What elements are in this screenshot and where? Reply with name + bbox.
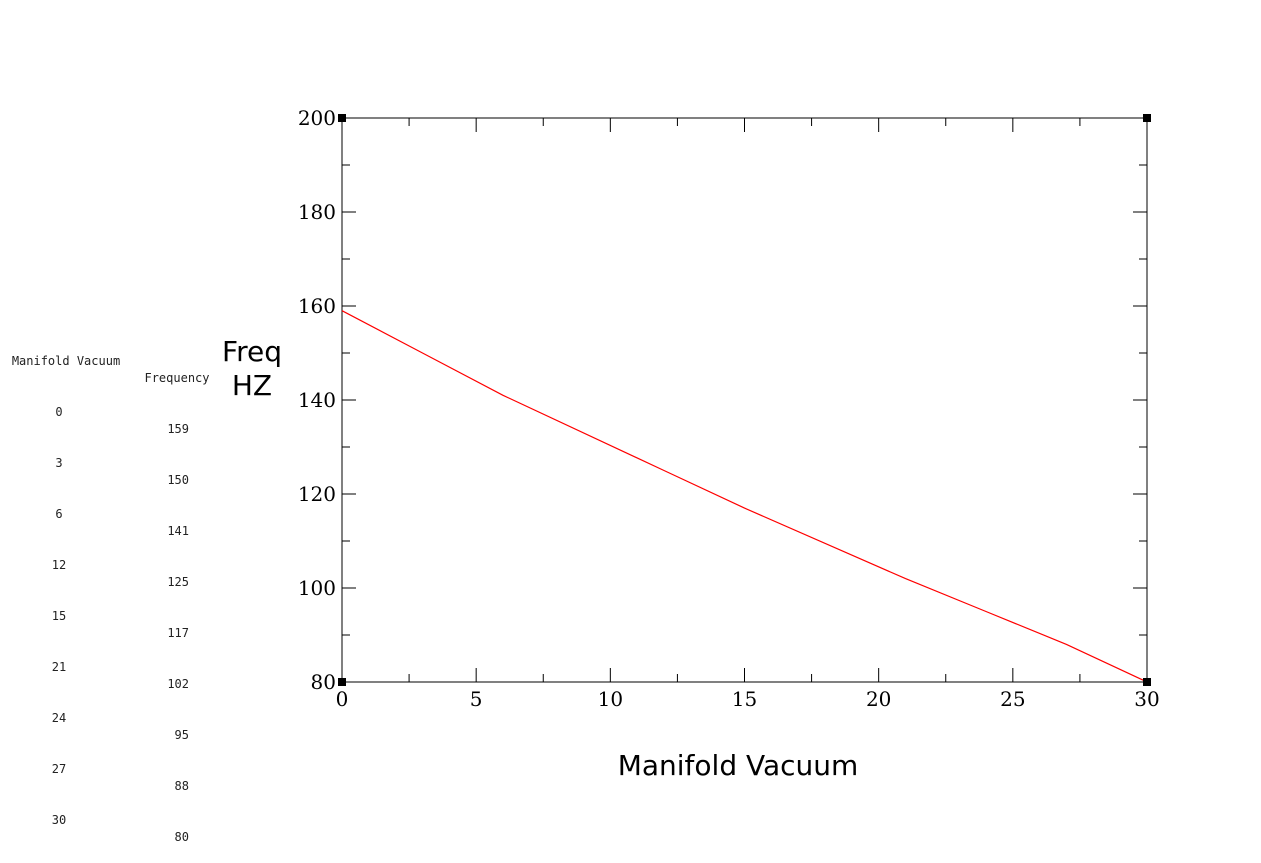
corner-marker [1143, 114, 1151, 122]
table-row: 6 141 [7, 489, 227, 538]
table-row: 27 88 [7, 744, 227, 793]
y-tick-label: 180 [298, 200, 336, 224]
table-row: 0 159 [7, 387, 227, 436]
table-cell-vacuum: 0 [55, 405, 63, 419]
y-tick-label: 100 [298, 576, 336, 600]
chart-series [341, 310, 1148, 683]
table-row: 21 102 [7, 642, 227, 691]
chart-corner-markers [338, 114, 1151, 686]
y-axis-title-line1: Freq [222, 335, 282, 368]
table-cell-vacuum: 27 [51, 762, 67, 776]
table-cell-vacuum: 21 [51, 660, 67, 674]
chart-axes [341, 117, 1148, 683]
corner-marker [338, 678, 346, 686]
table-header-row: Manifold Vacuum Frequency [7, 336, 227, 385]
plot-frame [341, 117, 1148, 683]
table-cell-frequency: 125 [167, 575, 189, 589]
table-cell-vacuum: 3 [55, 456, 63, 470]
table-cell-vacuum: 24 [51, 711, 67, 725]
chart-ticks [341, 117, 1148, 683]
x-tick-label: 30 [1134, 687, 1159, 711]
x-tick-label: 0 [336, 687, 349, 711]
y-tick-label: 80 [311, 670, 336, 694]
table-row: 24 95 [7, 693, 227, 742]
corner-marker [1143, 678, 1151, 686]
corner-marker [338, 114, 346, 122]
x-tick-label: 25 [1000, 687, 1025, 711]
y-tick-label: 120 [298, 482, 336, 506]
x-tick-label: 20 [866, 687, 891, 711]
table-cell-vacuum: 30 [51, 813, 67, 827]
table-row: 3 150 [7, 438, 227, 487]
table-row: 15 117 [7, 591, 227, 640]
table-cell-vacuum: 12 [51, 558, 67, 572]
table-row: 12 125 [7, 540, 227, 589]
table-cell-frequency: 159 [167, 422, 189, 436]
x-tick-label: 10 [598, 687, 623, 711]
table-cell-frequency: 117 [167, 626, 189, 640]
table-header-frequency: Frequency [144, 371, 210, 385]
line-chart: 0 5 10 15 20 25 30 80 100 120 140 160 180 200 Manifol… [222, 106, 1160, 782]
table-cell-frequency: 95 [174, 728, 189, 742]
y-tick-label: 160 [298, 294, 336, 318]
y-tick-label: 200 [298, 106, 336, 130]
table-cell-frequency: 150 [167, 473, 189, 487]
x-tick-label: 5 [470, 687, 483, 711]
chart-tick-labels: 0 5 10 15 20 25 30 80 100 120 140 160 180 200 [298, 106, 1160, 711]
x-tick-label: 15 [732, 687, 757, 711]
data-table: Manifold Vacuum Frequency 0 159 3 150 6 … [7, 302, 227, 844]
table-cell-frequency: 88 [174, 779, 189, 793]
table-cell-frequency: 141 [167, 524, 189, 538]
y-tick-label: 140 [298, 388, 336, 412]
table-cell-frequency: 80 [174, 830, 189, 844]
table-cell-vacuum: 15 [51, 609, 67, 623]
table-cell-frequency: 102 [167, 677, 189, 691]
x-axis-title: Manifold Vacuum [618, 749, 859, 782]
series-line [341, 310, 1148, 683]
table-header-manifold-vacuum: Manifold Vacuum [11, 354, 121, 368]
y-axis-title-line2: HZ [232, 369, 272, 402]
table-cell-vacuum: 6 [55, 507, 63, 521]
